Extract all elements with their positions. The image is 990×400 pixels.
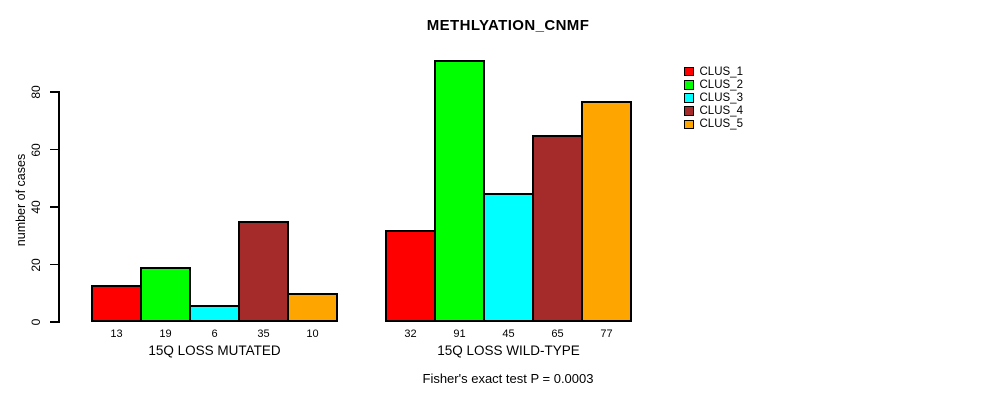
bar-value-label: 13 — [110, 328, 123, 340]
group-label: 15Q LOSS MUTATED — [148, 343, 281, 358]
footnote-text: Fisher's exact test P = 0.0003 — [422, 371, 594, 386]
bar-value-label: 35 — [257, 328, 270, 340]
legend-label: CLUS_2 — [699, 78, 743, 91]
legend-label: CLUS_1 — [699, 65, 743, 78]
legend-item: CLUS_1 — [684, 65, 743, 78]
bar — [140, 267, 191, 322]
bar-value-label: 45 — [502, 328, 515, 340]
y-tick-label: 80 — [29, 85, 43, 99]
bar-value-label: 32 — [404, 328, 417, 340]
y-tick-mark — [50, 263, 58, 266]
y-tick-mark — [50, 91, 58, 93]
legend-swatch — [684, 119, 694, 130]
y-tick-label: 40 — [29, 200, 43, 214]
legend-label: CLUS_3 — [699, 91, 743, 104]
bar-value-label: 19 — [159, 328, 172, 340]
y-tick-mark — [50, 206, 58, 208]
legend-item: CLUS_4 — [684, 105, 743, 118]
legend-label: CLUS_5 — [699, 118, 743, 131]
legend-swatch — [684, 80, 694, 90]
y-axis-label: number of cases — [14, 153, 28, 247]
bar — [532, 135, 583, 322]
legend-item: CLUS_5 — [684, 118, 743, 131]
bar — [91, 284, 142, 322]
y-tick-label: 0 — [29, 318, 43, 326]
bar — [434, 60, 485, 322]
chart-title: METHLYATION_CNMF — [426, 17, 590, 34]
y-tick-mark — [50, 148, 58, 151]
legend-swatch — [684, 93, 694, 103]
legend-swatch — [684, 106, 694, 116]
bar — [287, 293, 338, 322]
y-axis-line — [58, 91, 60, 323]
bar — [581, 100, 632, 322]
bar-value-label: 10 — [306, 328, 319, 340]
y-tick-label: 20 — [29, 257, 43, 272]
legend-label: CLUS_4 — [699, 105, 743, 118]
bar — [238, 221, 289, 322]
group-label: 15Q LOSS WILD-TYPE — [437, 343, 580, 358]
bar-value-label: 6 — [211, 328, 218, 340]
legend-swatch — [684, 66, 694, 77]
bar-value-label: 65 — [551, 328, 564, 340]
legend: CLUS_1 CLUS_2 CLUS_3 CLUS_4 CLUS_5 — [684, 65, 743, 131]
y-tick-mark — [50, 321, 58, 323]
y-tick-label: 60 — [29, 142, 43, 157]
bar — [483, 192, 534, 322]
bar-value-label: 91 — [453, 328, 466, 340]
legend-item: CLUS_2 — [684, 78, 743, 91]
bar — [189, 304, 240, 322]
bar-value-label: 77 — [600, 328, 613, 340]
bar — [385, 230, 436, 322]
legend-item: CLUS_3 — [684, 91, 743, 104]
